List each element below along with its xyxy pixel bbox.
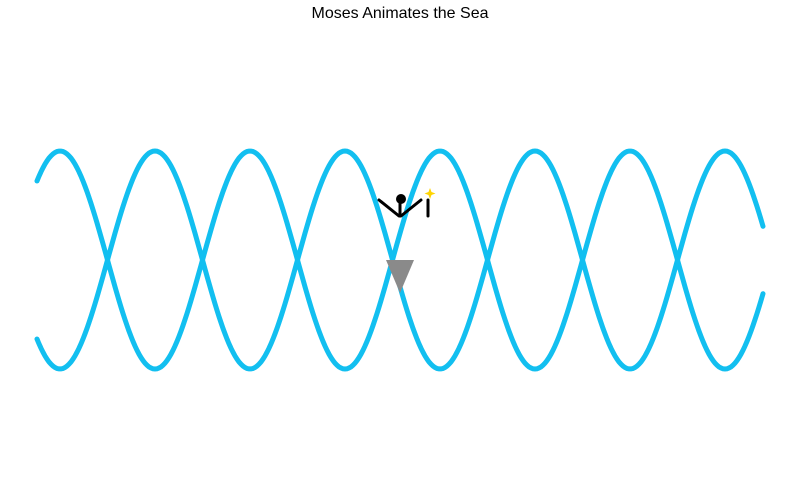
figure-right-arm (399, 198, 423, 218)
staff-icon (424, 188, 436, 218)
spark-icon (424, 188, 436, 199)
figure-head-icon (396, 194, 406, 204)
wave-curve-upper-start (34, 148, 766, 372)
scene-title: Moses Animates the Sea (311, 5, 489, 22)
moses-figure (377, 194, 423, 218)
figure-left-arm (377, 198, 401, 218)
down-triangle-icon (386, 260, 414, 293)
